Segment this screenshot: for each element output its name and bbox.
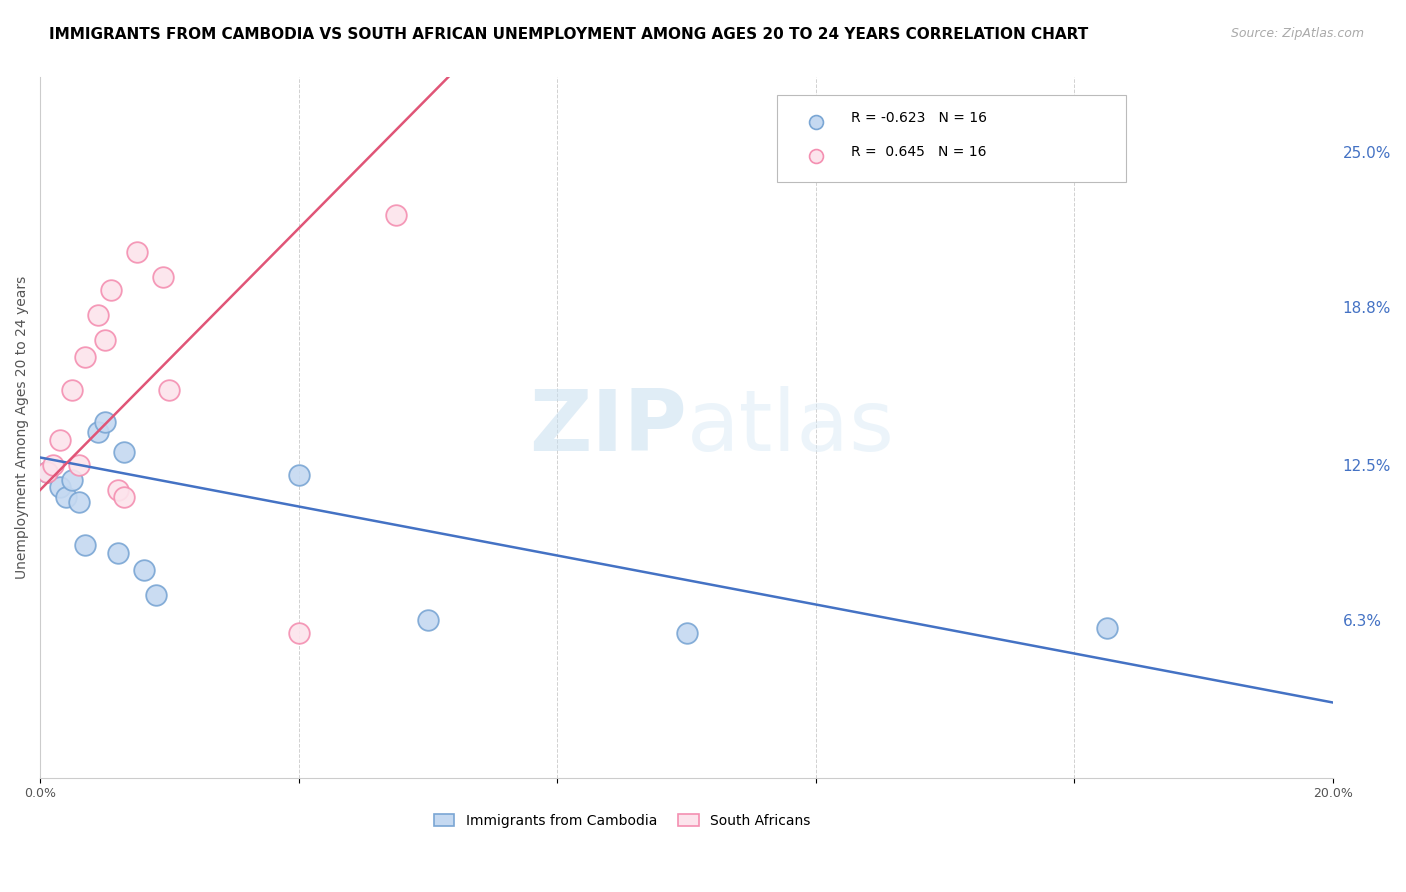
Point <box>287 625 309 640</box>
Point <box>94 333 117 347</box>
Point <box>48 481 70 495</box>
Point <box>67 458 90 472</box>
Point <box>62 383 84 397</box>
Point <box>75 351 97 365</box>
Text: ZIP: ZIP <box>529 386 686 469</box>
Point <box>94 416 117 430</box>
Legend: Immigrants from Cambodia, South Africans: Immigrants from Cambodia, South Africans <box>427 808 815 834</box>
Point <box>157 383 180 397</box>
Point <box>675 625 697 640</box>
Point <box>145 588 167 602</box>
Point <box>287 468 309 483</box>
Point <box>152 270 174 285</box>
Text: R =  0.645   N = 16: R = 0.645 N = 16 <box>851 145 986 160</box>
Point <box>132 563 155 577</box>
Point <box>107 483 129 497</box>
Point <box>87 425 110 440</box>
FancyBboxPatch shape <box>778 95 1126 183</box>
Text: atlas: atlas <box>686 386 894 469</box>
Point <box>416 613 439 627</box>
Point <box>112 445 135 459</box>
Point <box>35 466 58 480</box>
Point <box>107 545 129 559</box>
Point <box>35 466 58 480</box>
Point <box>75 538 97 552</box>
Point <box>100 283 122 297</box>
Point <box>62 473 84 487</box>
Point <box>384 208 406 222</box>
Point <box>87 308 110 322</box>
Point <box>67 495 90 509</box>
Y-axis label: Unemployment Among Ages 20 to 24 years: Unemployment Among Ages 20 to 24 years <box>15 276 30 579</box>
Text: IMMIGRANTS FROM CAMBODIA VS SOUTH AFRICAN UNEMPLOYMENT AMONG AGES 20 TO 24 YEARS: IMMIGRANTS FROM CAMBODIA VS SOUTH AFRICA… <box>49 27 1088 42</box>
Text: R = -0.623   N = 16: R = -0.623 N = 16 <box>851 111 987 125</box>
Point <box>55 491 77 505</box>
Point <box>1095 620 1118 634</box>
Point <box>112 491 135 505</box>
Point <box>125 245 148 260</box>
Text: Source: ZipAtlas.com: Source: ZipAtlas.com <box>1230 27 1364 40</box>
Point <box>42 458 65 472</box>
Point <box>48 433 70 447</box>
